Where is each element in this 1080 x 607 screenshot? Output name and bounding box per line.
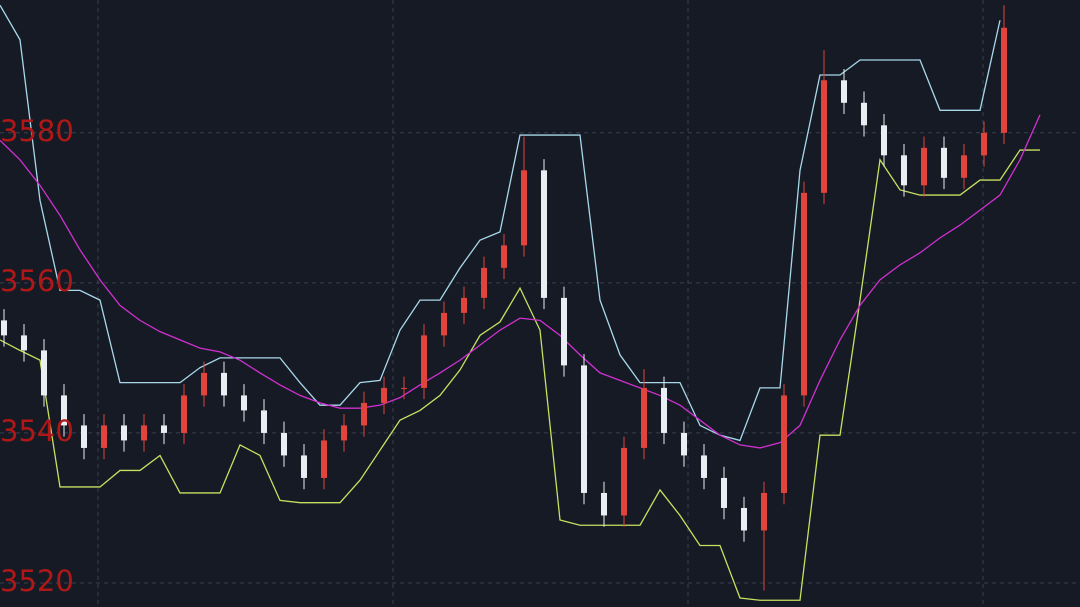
candles [1, 5, 1007, 591]
y-tick-label: 3560 [0, 264, 74, 298]
candle-body [501, 245, 507, 268]
candle-body [61, 395, 67, 426]
y-tick-label: 3540 [0, 414, 74, 448]
candle-body [701, 455, 707, 478]
candle-body [761, 492, 767, 531]
candle-body [941, 147, 947, 178]
candle-body [181, 395, 187, 433]
candle-body [1, 320, 7, 336]
candle-body [841, 80, 847, 103]
candle-body [161, 425, 167, 433]
candle-body [961, 155, 967, 178]
candle-body [821, 80, 827, 193]
candle-body [801, 192, 807, 396]
candle-body [41, 350, 47, 396]
y-tick-label: 3520 [0, 564, 74, 598]
candle-body [341, 425, 347, 441]
candle-body [81, 425, 87, 448]
series-line [0, 149, 1040, 601]
candle-body [401, 387, 407, 389]
candle-body [281, 432, 287, 456]
candle-body [721, 477, 727, 508]
candle-body [1001, 27, 1007, 133]
series-group [0, 4, 1080, 601]
candle-body [361, 402, 367, 426]
candle-body [741, 507, 747, 531]
candle-body [201, 372, 207, 396]
candle-body [881, 125, 887, 156]
candle-body [121, 425, 127, 441]
candle-body [781, 395, 787, 493]
candle-body [301, 455, 307, 478]
candle-body [101, 425, 107, 448]
candle-body [581, 365, 587, 493]
candle-body [541, 170, 547, 298]
candle-body [621, 447, 627, 516]
candle-body [261, 410, 267, 433]
candle-body [321, 440, 327, 478]
candle-body [241, 395, 247, 411]
y-tick-label: 3580 [0, 114, 74, 148]
candle-body [901, 155, 907, 186]
candle-body [521, 170, 527, 246]
candle-body [661, 387, 667, 433]
candle-body [441, 312, 447, 336]
candle-body [141, 425, 147, 441]
candle-body [221, 372, 227, 396]
candle-body [561, 297, 567, 366]
candle-body [981, 132, 987, 156]
candle-body [481, 267, 487, 298]
candle-body [461, 297, 467, 313]
candle-body [641, 387, 647, 448]
series-line [0, 114, 1041, 449]
y-axis: 3520 3540 3560 3580 [0, 114, 74, 598]
candle-body [421, 335, 427, 388]
candle-body [21, 335, 27, 351]
candle-body [601, 492, 607, 516]
candle-body [921, 147, 927, 186]
series-line [0, 4, 1001, 442]
candle-body [681, 432, 687, 456]
candle-body [861, 102, 867, 126]
candle-body [381, 387, 387, 403]
x-grid [97, 0, 984, 607]
